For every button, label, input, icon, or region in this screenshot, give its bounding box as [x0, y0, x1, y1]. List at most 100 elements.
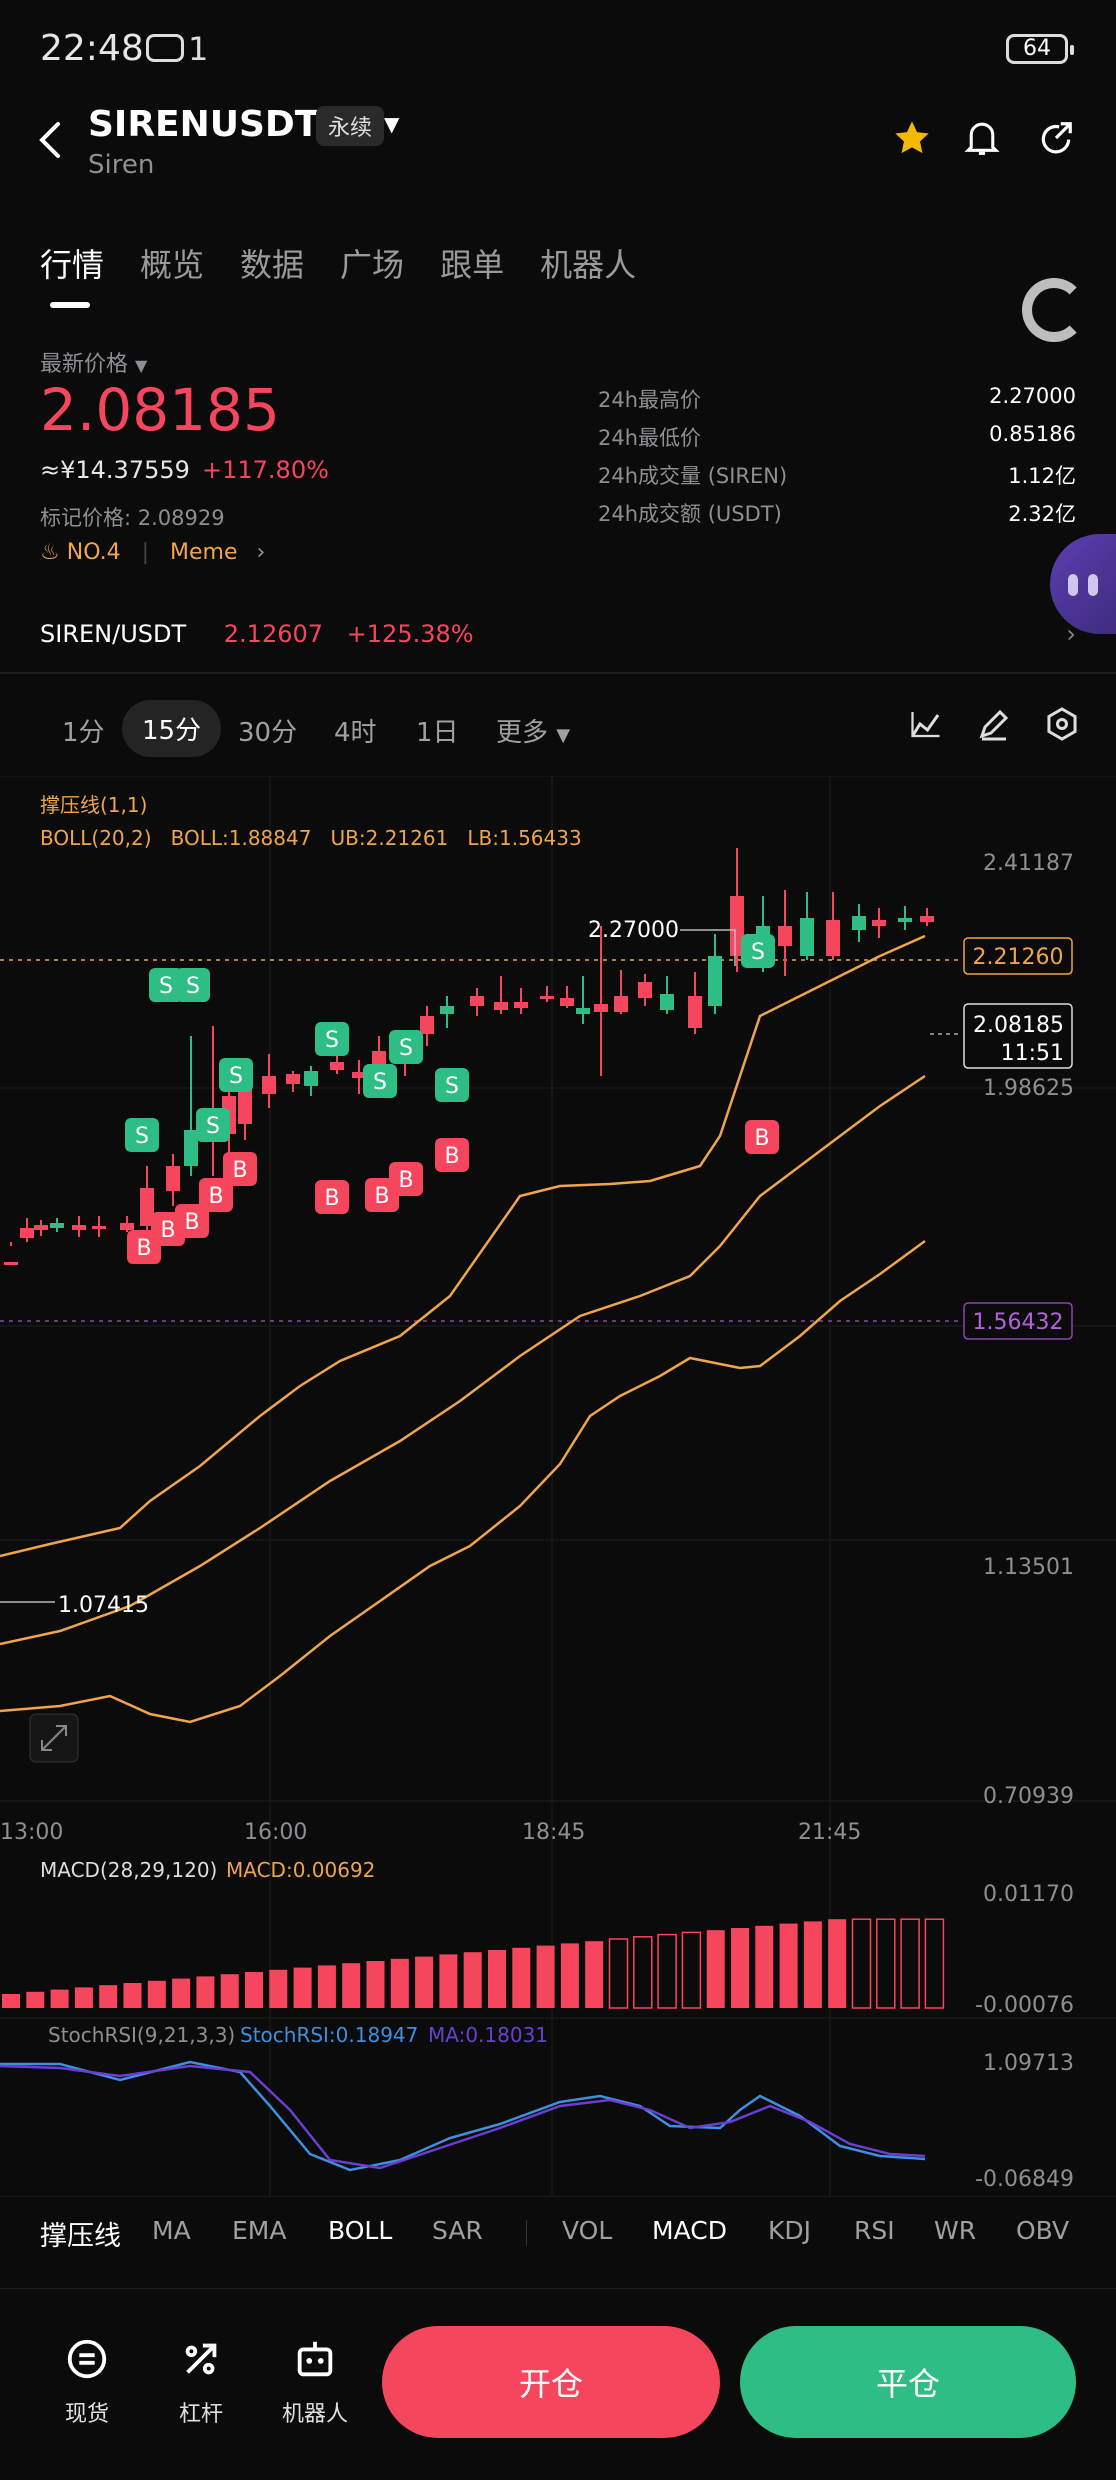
- candle-body: [514, 1002, 528, 1008]
- floating-logo-icon[interactable]: [1022, 278, 1086, 342]
- bot-action[interactable]: 机器人: [270, 2336, 360, 2428]
- candle-body: [34, 1225, 48, 1230]
- indicator-ma[interactable]: MA: [152, 2216, 191, 2245]
- tab-copy-trade[interactable]: 跟单: [440, 246, 505, 284]
- indicator-boll[interactable]: BOLL: [328, 2216, 393, 2245]
- tab-square[interactable]: 广场: [340, 246, 405, 284]
- macd-bar: [123, 1983, 142, 2008]
- spot-action[interactable]: 现货: [42, 2336, 132, 2428]
- meme-tag[interactable]: Meme: [170, 540, 238, 565]
- candle-body: [166, 1166, 180, 1191]
- macd-bar: [147, 1980, 166, 2008]
- interval-30m[interactable]: 30分: [238, 718, 298, 748]
- x-tick-2: 16:00: [244, 1820, 307, 1845]
- contract-type-badge[interactable]: 永续: [316, 106, 385, 146]
- chart-grid: [0, 776, 1116, 2196]
- chevron-right-icon: ›: [256, 540, 266, 565]
- indicator-line-sr: 撑压线(1,1): [40, 793, 147, 817]
- indicator-sr[interactable]: 撑压线: [40, 2221, 121, 2252]
- indicator-rsi[interactable]: RSI: [854, 2216, 895, 2245]
- candle-body: [440, 1006, 454, 1014]
- indicator-ema[interactable]: EMA: [232, 2216, 287, 2245]
- stoch-tick-high: 1.09713: [983, 2051, 1074, 2076]
- fullscreen-icon[interactable]: [29, 1713, 79, 1763]
- marker-letter: B: [184, 1210, 199, 1235]
- macd-bar: [245, 1972, 263, 2008]
- resistance-tag-text: 2.21260: [973, 945, 1064, 970]
- interval-1d[interactable]: 1日: [416, 718, 459, 748]
- macd-bar: [608, 1938, 629, 2009]
- indicator-vol[interactable]: VOL: [562, 2216, 613, 2245]
- candle-body: [72, 1225, 86, 1230]
- candle-body: [826, 920, 840, 956]
- macd-bar: [924, 1918, 945, 2009]
- macd-bar: [585, 1941, 604, 2008]
- macd-bar: [50, 1989, 69, 2008]
- indicator-obv[interactable]: OBV: [1016, 2216, 1070, 2245]
- stochrsi-ma-line: [0, 2064, 926, 2170]
- share-icon[interactable]: [1034, 116, 1078, 160]
- interval-4h[interactable]: 4时: [334, 718, 377, 748]
- candle-body: [420, 1016, 434, 1034]
- y-tick-2: 1.98625: [983, 1076, 1074, 1101]
- marker-letter: B: [136, 1236, 151, 1261]
- interval-1m[interactable]: 1分: [62, 718, 105, 748]
- bell-icon[interactable]: [960, 116, 1004, 160]
- indicator-sar[interactable]: SAR: [432, 2216, 483, 2245]
- favorite-star-icon[interactable]: [890, 116, 934, 160]
- marker-letter: S: [325, 1028, 339, 1053]
- last-price-label[interactable]: 最新价格 ▼: [40, 352, 148, 377]
- indicator-kdj[interactable]: KDJ: [768, 2216, 812, 2245]
- macd-bar: [536, 1945, 555, 2008]
- marker-letter: B: [208, 1184, 223, 1209]
- hot-rank[interactable]: ♨ NO.4 | Meme ›: [40, 540, 266, 565]
- macd-bar: [439, 1954, 458, 2008]
- macd-bar: [196, 1976, 215, 2008]
- marker-letter: B: [374, 1184, 389, 1209]
- tab-overview[interactable]: 概览: [140, 246, 205, 284]
- marker-letter: S: [399, 1036, 413, 1061]
- marker-letter: S: [373, 1070, 387, 1095]
- chart-settings-icon[interactable]: [1044, 706, 1080, 746]
- close-position-button[interactable]: 平仓: [740, 2326, 1076, 2438]
- macd-tick-low: -0.00076: [975, 1993, 1074, 2018]
- marker-letter: B: [444, 1144, 459, 1169]
- open-position-button[interactable]: 开仓: [382, 2326, 720, 2438]
- candle-body: [352, 1072, 366, 1078]
- macd-bar: [876, 1918, 896, 2009]
- tab-bot[interactable]: 机器人: [540, 246, 637, 284]
- draw-pen-icon[interactable]: [976, 706, 1012, 746]
- macd-bar: [657, 1933, 677, 2009]
- macd-bar: [2, 1994, 20, 2008]
- indicator-macd[interactable]: MACD: [652, 2216, 727, 2245]
- sell-marker: [315, 1022, 349, 1056]
- main-tabs: 行情 概览 数据 广场 跟单 机器人: [40, 240, 672, 286]
- macd-bar: [26, 1991, 45, 2008]
- macd-bar: [390, 1958, 409, 2008]
- indicator-line-boll: BOLL(20,2) BOLL:1.88847 UB:2.21261 LB:1.…: [40, 826, 582, 850]
- interval-more[interactable]: 更多 ▼: [496, 718, 571, 748]
- pair-title[interactable]: SIRENUSDT: [88, 104, 320, 145]
- tab-market[interactable]: 行情: [40, 246, 105, 284]
- macd-label: MACD(28,29,120): [40, 1858, 217, 1882]
- tab-data[interactable]: 数据: [240, 246, 305, 284]
- buy-marker: [745, 1120, 779, 1154]
- kline-chart[interactable]: 撑压线(1,1) BOLL(20,2) BOLL:1.88847 UB:2.21…: [0, 776, 1116, 2196]
- stat-label-low: 24h最低价: [598, 426, 702, 450]
- spot-change: +125.38%: [346, 620, 474, 648]
- sell-marker: [176, 968, 210, 1002]
- resistance-tag: [963, 937, 1073, 975]
- back-button[interactable]: [36, 118, 64, 173]
- cny-price: ≈¥14.37559: [40, 456, 190, 484]
- indicator-wr[interactable]: WR: [934, 2216, 977, 2245]
- macd-bar: [172, 1978, 191, 2008]
- spot-pair-row[interactable]: SIREN/USDT 2.12607 +125.38% ›: [40, 620, 1076, 648]
- candle-body: [708, 956, 722, 1006]
- leverage-action[interactable]: 杠杆: [156, 2336, 246, 2428]
- candle-body: [560, 998, 574, 1006]
- assistant-bubble[interactable]: [1050, 534, 1116, 634]
- marker-letter: S: [135, 1124, 149, 1149]
- indicator-settings-icon[interactable]: [908, 706, 944, 746]
- caret-down-icon[interactable]: ▼: [384, 112, 400, 136]
- interval-15m[interactable]: 15分: [122, 700, 222, 757]
